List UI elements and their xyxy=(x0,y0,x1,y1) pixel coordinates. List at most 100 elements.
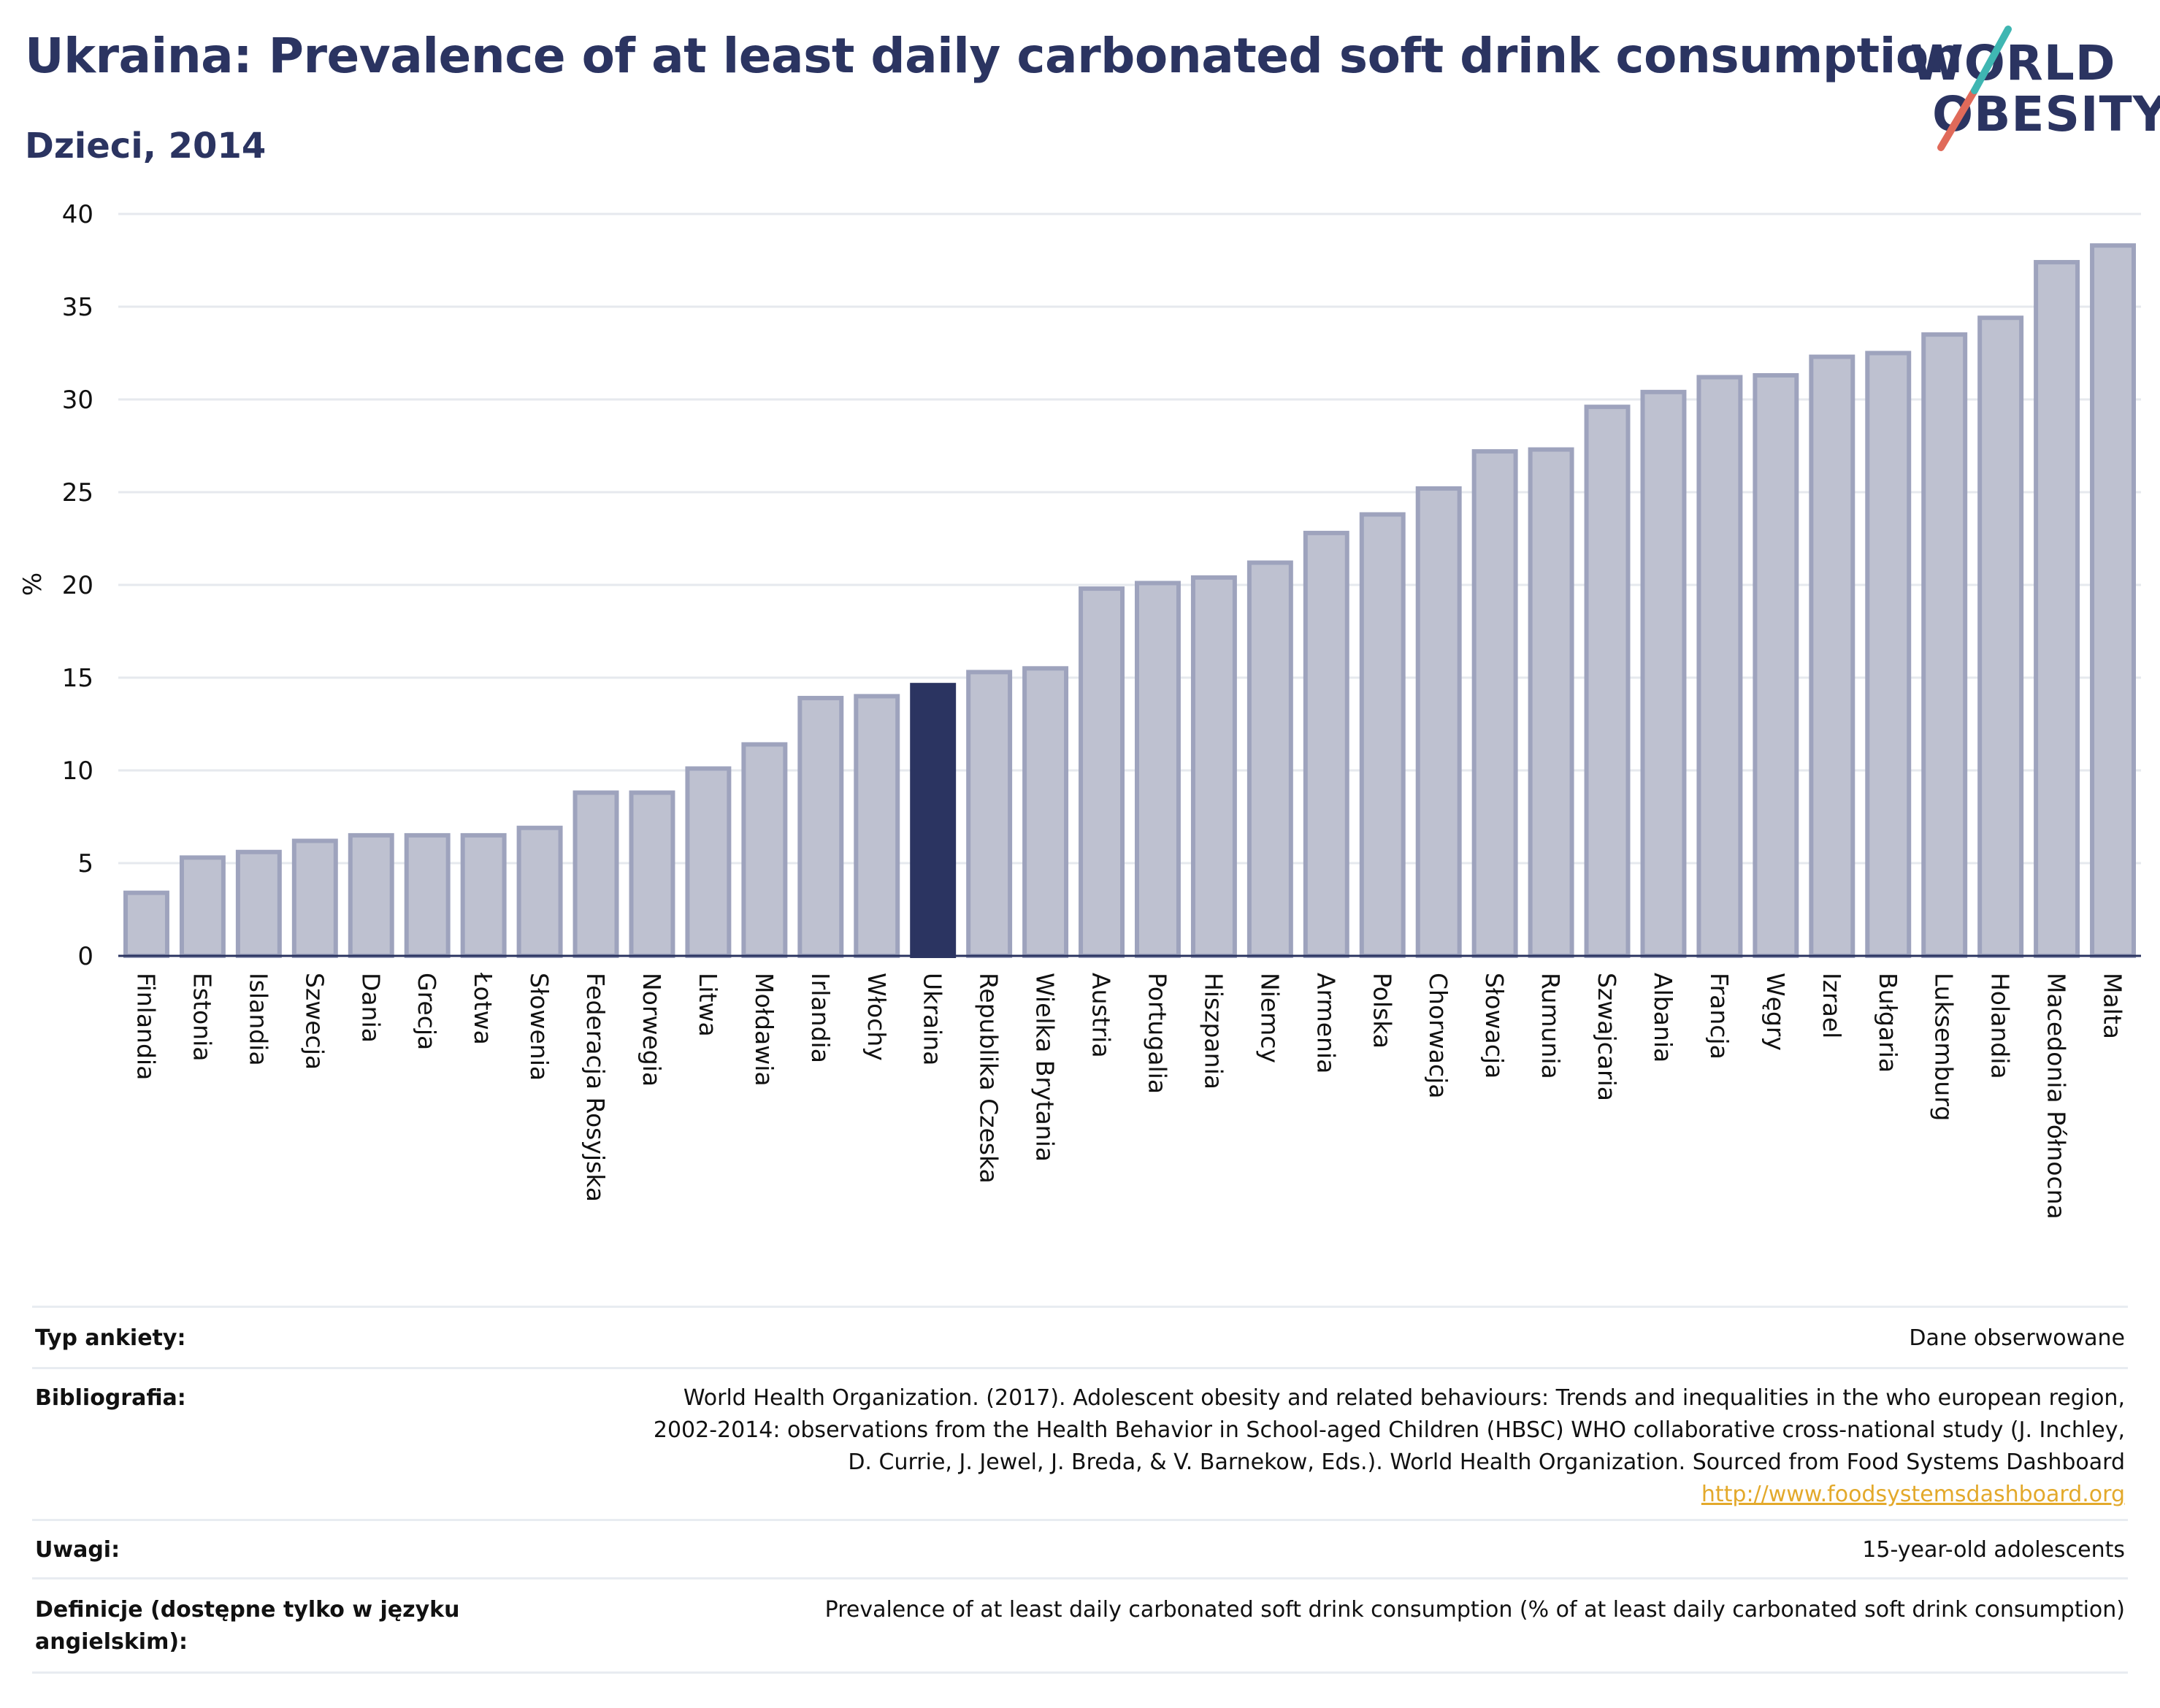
chart-subtitle: Dzieci, 2014 xyxy=(25,126,267,166)
bibliography-value: World Health Organization. (2017). Adole… xyxy=(654,1382,2125,1511)
bar xyxy=(966,670,1013,958)
world-obesity-logo: WORLD OBESITY xyxy=(1906,22,2160,153)
x-tick-label: Hiszpania xyxy=(1199,973,1228,1089)
x-tick-label: Holandia xyxy=(1986,973,2015,1079)
x-tick-label: Republika Czeska xyxy=(975,973,1003,1184)
y-tick-label: 40 xyxy=(62,200,93,229)
bibliography-line: 2002-2014: observations from the Health … xyxy=(653,1417,2125,1443)
bar xyxy=(741,742,788,958)
x-tick-label: Finlandia xyxy=(131,973,160,1080)
x-tick-label: Irlandia xyxy=(806,973,835,1063)
bar-chart: 0 5 10 15 20 25 30 35 40 Finlandia Estonia Islandi… xyxy=(18,200,2141,1219)
meta-row-notes: Uwagi: 15-year-old adolescents xyxy=(32,1519,2128,1581)
x-tick-label: Luksemburg xyxy=(1930,973,1958,1121)
bar xyxy=(179,855,226,958)
y-axis-label: % xyxy=(18,572,47,596)
bars xyxy=(123,243,2136,959)
x-tick-label: Austria xyxy=(1087,973,1116,1058)
x-tick-label: Ukraina xyxy=(919,973,947,1065)
bar xyxy=(2034,260,2080,959)
y-tick-label: 20 xyxy=(62,571,93,600)
y-tick-label: 35 xyxy=(62,293,93,322)
bar xyxy=(1246,560,1293,958)
bar xyxy=(1359,512,1406,958)
bar xyxy=(460,832,507,959)
bar xyxy=(1022,666,1069,958)
bar xyxy=(1190,575,1237,958)
x-tick-label: Słowacja xyxy=(1480,973,1509,1079)
x-tick-label: Włochy xyxy=(862,973,891,1061)
meta-row-bibliography: Bibliografia: World Health Organization.… xyxy=(32,1367,2128,1523)
survey-type-value: Dane obserwowane xyxy=(1909,1325,2125,1351)
chart-title: Ukraina: Prevalence of at least daily ca… xyxy=(25,28,1963,84)
x-tick-label: Islandia xyxy=(244,973,272,1066)
bar xyxy=(629,790,675,958)
x-tick-label: Słowenia xyxy=(525,973,554,1081)
x-tick-label: Szwajcaria xyxy=(1593,973,1621,1101)
bar xyxy=(1471,449,1518,958)
source-link[interactable]: http://www.foodsystemsdashboard.org xyxy=(1701,1482,2125,1507)
bar xyxy=(1696,375,1743,958)
notes-label: Uwagi: xyxy=(35,1537,120,1563)
meta-row-survey-type: Typ ankiety: Dane obserwowane xyxy=(32,1306,2128,1371)
x-tick-label: Federacja Rosyjska xyxy=(581,973,610,1202)
definitions-value: Prevalence of at least daily carbonated … xyxy=(824,1597,2125,1623)
bar xyxy=(1753,372,1799,958)
x-axis-labels: Finlandia Estonia Islandia Szwecja Dania Grec… xyxy=(131,972,2126,1219)
x-tick-label: Dania xyxy=(356,973,385,1043)
logo-slash-icon xyxy=(1937,26,2012,151)
x-tick-label: Macedonia Północna xyxy=(2042,973,2071,1219)
x-tick-label: Litwa xyxy=(694,973,722,1037)
x-tick-label: Izrael xyxy=(1818,973,1846,1038)
bar xyxy=(291,838,338,959)
y-tick-label: 25 xyxy=(62,478,93,508)
x-tick-label: Szwecja xyxy=(300,973,329,1070)
x-tick-label: Wielka Brytania xyxy=(1031,973,1060,1162)
x-tick-label: Norwegia xyxy=(637,973,666,1087)
x-tick-label: Bułgaria xyxy=(1874,973,1902,1073)
bar xyxy=(1865,351,1912,958)
bar xyxy=(1921,332,1968,959)
x-tick-label: Albania xyxy=(1649,973,1677,1062)
x-tick-label: Niemcy xyxy=(1255,973,1284,1063)
bar-highlight xyxy=(910,683,957,958)
y-tick-label: 15 xyxy=(62,664,93,693)
x-tick-label: Łotwa xyxy=(469,972,497,1045)
y-tick-label: 5 xyxy=(77,849,93,878)
bar xyxy=(516,825,563,958)
logo-word-world: WORLD xyxy=(1910,35,2116,91)
bar xyxy=(404,832,451,959)
bibliography-line: World Health Organization. (2017). Adole… xyxy=(683,1385,2125,1411)
x-tick-label: Estonia xyxy=(188,973,216,1061)
bar xyxy=(2090,243,2136,958)
bar xyxy=(1640,389,1687,958)
bar xyxy=(1528,447,1574,958)
x-tick-label: Armenia xyxy=(1311,973,1340,1073)
bar xyxy=(1079,586,1125,959)
bar xyxy=(123,890,169,959)
bar xyxy=(235,849,282,959)
bibliography-label: Bibliografia: xyxy=(35,1385,186,1411)
y-tick-label: 0 xyxy=(77,942,93,971)
y-axis-ticks: 0 5 10 15 20 25 30 35 40 xyxy=(62,200,93,971)
x-tick-label: Portugalia xyxy=(1143,973,1171,1094)
x-tick-label: Francja xyxy=(1705,973,1734,1060)
bar xyxy=(572,790,619,958)
survey-type-label: Typ ankiety: xyxy=(35,1325,186,1351)
x-tick-label: Rumunia xyxy=(1536,973,1565,1079)
bar xyxy=(348,832,394,959)
bibliography-line: D. Currie, J. Jewel, J. Breda, & V. Barn… xyxy=(848,1449,2125,1475)
bar xyxy=(1135,581,1181,959)
bar xyxy=(1584,405,1631,958)
y-tick-label: 30 xyxy=(62,386,93,415)
notes-value: 15-year-old adolescents xyxy=(1862,1537,2125,1563)
bar xyxy=(797,695,844,958)
definitions-label: Definicje (dostępne tylko w języku angie… xyxy=(35,1597,460,1655)
x-tick-label: Węgry xyxy=(1761,973,1790,1051)
gridlines xyxy=(118,212,2141,865)
bar xyxy=(854,694,900,959)
bar xyxy=(685,766,732,958)
y-tick-label: 10 xyxy=(62,757,93,786)
bar xyxy=(1809,354,1855,958)
x-tick-label: Grecja xyxy=(413,973,441,1050)
